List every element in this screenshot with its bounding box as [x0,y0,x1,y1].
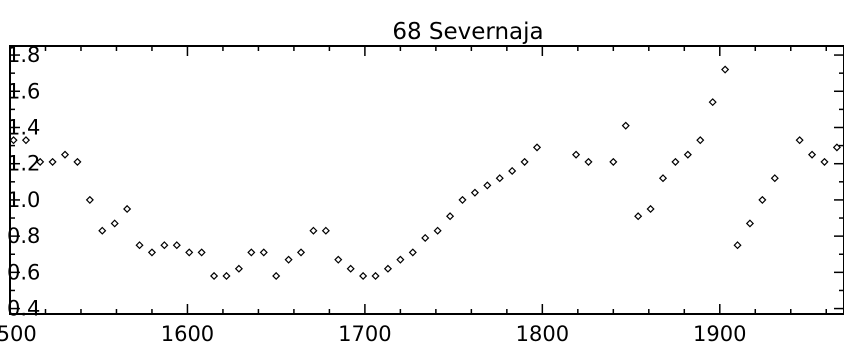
data-point [433,226,442,235]
data-point [272,271,281,281]
data-point [408,248,417,257]
data-point [346,264,355,273]
data-point [296,248,306,257]
y-tick-label: 1.2 [7,152,40,176]
data-point [808,150,817,159]
axes: 1500 1600 1700 1800 1900 0.4 0.6 0.8 1.0 1.2 1.4 1.… [0,43,844,346]
data-point [110,219,119,228]
x-tick-label: 1700 [338,322,391,346]
data-point [621,121,630,130]
data-point [60,150,70,159]
data-point [222,271,231,281]
x-tick-label: 1600 [161,322,214,346]
data-point [532,143,542,152]
y-tick-label: 1.4 [7,115,40,139]
data-point [770,174,779,183]
data-point [172,241,181,250]
data-point [48,157,57,166]
data-point [520,157,529,166]
y-tick-label: 0.8 [7,224,40,248]
x-tick-label: 1800 [516,322,569,346]
data-point [721,65,730,74]
y-tick-label: 1.8 [7,43,40,67]
data-point [483,181,492,190]
data-point [21,136,31,145]
data-point [671,157,680,166]
data-point [383,264,393,273]
data-point [458,195,467,204]
data-point [832,143,841,152]
data-point [284,255,293,264]
y-tick-label: 0.6 [7,260,40,284]
y-tick-label: 1.0 [7,188,40,212]
data-point [495,174,504,183]
data-point [259,248,268,257]
data-point [795,136,804,145]
data-point [396,255,405,264]
chart-title: 68 Severnaja [392,19,543,45]
data-point [123,204,132,214]
data-point [446,212,455,221]
data-points [9,65,841,281]
data-point [210,271,219,281]
data-point [733,241,742,250]
data-point [334,255,343,264]
data-point [572,150,581,159]
data-point [584,157,593,166]
data-point [745,219,755,228]
data-point [609,157,618,166]
data-point [634,212,643,221]
data-point [820,157,829,166]
y-tick-label: 0.4 [7,297,40,321]
plot-frame [9,45,844,315]
data-point [309,226,318,235]
data-point [696,136,705,145]
x-tick-label: 1900 [693,322,746,346]
data-point [73,157,82,166]
data-point [247,248,256,257]
data-point [421,233,430,242]
x-tick-label: 1500 [0,322,37,346]
data-point [85,195,94,204]
data-point [98,226,107,235]
data-point [359,271,368,281]
data-point [321,226,330,235]
data-point [470,188,479,197]
data-point [135,241,144,250]
data-point [683,150,692,159]
data-point [147,248,157,257]
data-point [658,174,668,183]
data-point [185,248,194,257]
data-point [9,136,18,145]
y-tick-label: 1.6 [7,79,40,103]
data-point [646,204,655,214]
data-point [708,98,717,107]
data-point [371,271,380,281]
data-point [197,248,206,257]
data-point [758,195,767,204]
data-point [36,157,45,166]
data-point [508,166,517,175]
data-point [160,241,169,250]
data-point [234,264,243,273]
